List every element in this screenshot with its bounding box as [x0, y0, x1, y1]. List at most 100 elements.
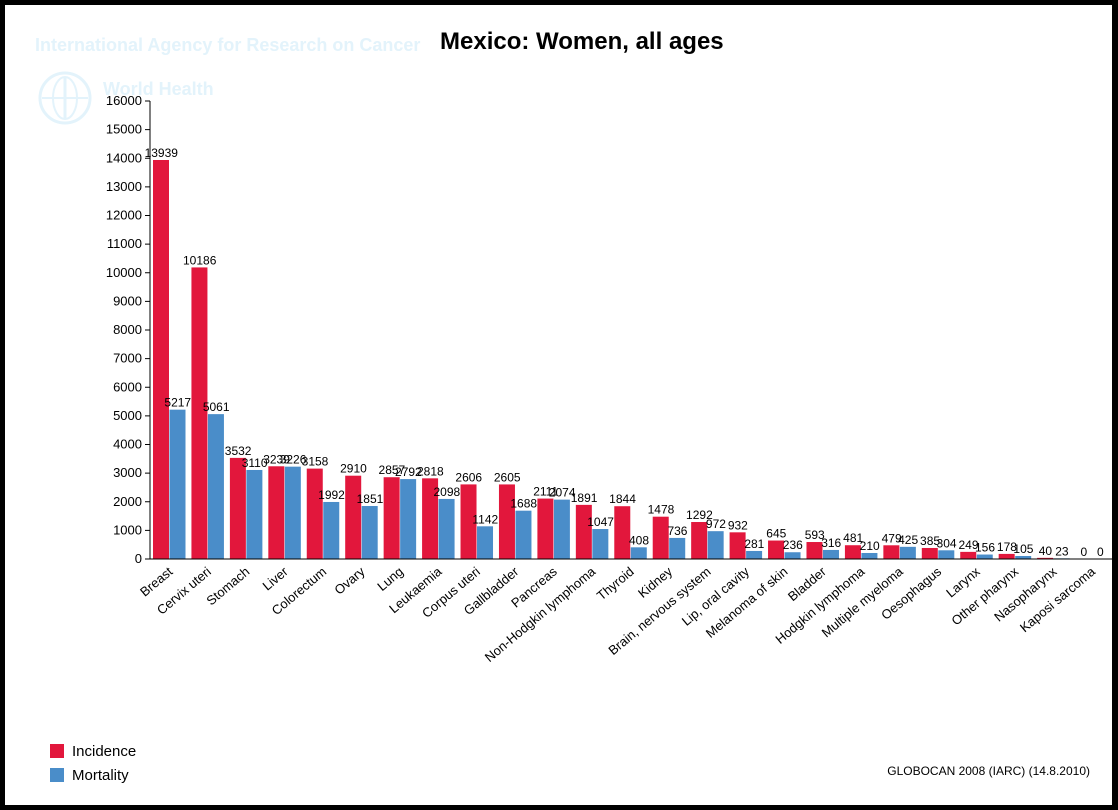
mortality-bar	[746, 550, 763, 559]
y-tick-label: 16000	[106, 93, 142, 108]
mortality-bar	[361, 506, 378, 559]
agency-watermark: International Agency for Research on Can…	[35, 35, 421, 55]
mortality-bar	[707, 531, 724, 559]
y-tick-label: 0	[135, 551, 142, 566]
incidence-bar	[191, 267, 208, 559]
incidence-bar	[345, 475, 362, 559]
mortality-value-label: 156	[975, 541, 995, 555]
y-tick-label: 7000	[113, 351, 142, 366]
mortality-value-label: 3110	[242, 456, 268, 470]
mortality-bar	[976, 554, 993, 559]
mortality-value-label: 2098	[433, 485, 460, 499]
mortality-bar	[861, 552, 878, 559]
mortality-value-label: 0	[1097, 545, 1104, 559]
mortality-bar	[477, 526, 494, 559]
incidence-bar	[960, 551, 977, 559]
incidence-bar	[153, 159, 169, 559]
chart-title: Mexico: Women, all ages	[438, 28, 728, 56]
mortality-value-label: 3226	[280, 453, 307, 467]
incidence-swatch	[50, 744, 64, 758]
incidence-value-label: 645	[766, 527, 786, 541]
incidence-bar	[422, 478, 439, 559]
incidence-value-label: 2910	[340, 462, 367, 476]
mortality-bar	[553, 499, 570, 559]
legend: Incidence Mortality	[50, 739, 136, 787]
incidence-value-label: 249	[958, 538, 978, 552]
mortality-value-label: 736	[667, 524, 687, 538]
incidence-value-label: 932	[728, 518, 748, 532]
y-tick-label: 14000	[106, 150, 142, 165]
mortality-value-label: 2792	[395, 465, 422, 479]
mortality-bar	[822, 549, 839, 559]
incidence-bar	[383, 477, 400, 559]
incidence-bar	[768, 540, 785, 559]
incidence-bar	[998, 553, 1015, 559]
incidence-bar	[691, 522, 708, 559]
incidence-bar	[844, 545, 861, 559]
mortality-bar	[284, 466, 301, 559]
legend-label-mortality: Mortality	[72, 766, 129, 784]
incidence-value-label: 3532	[225, 444, 252, 458]
incidence-value-label: 2605	[494, 470, 521, 484]
mortality-bar	[938, 550, 955, 559]
y-tick-label: 11000	[107, 236, 142, 251]
mortality-bar	[246, 469, 263, 559]
mortality-value-label: 1851	[357, 492, 384, 506]
y-tick-label: 5000	[113, 408, 142, 423]
incidence-bar	[806, 542, 823, 559]
incidence-bar	[268, 466, 285, 559]
incidence-value-label: 1292	[686, 508, 713, 522]
mortality-value-label: 316	[821, 536, 841, 550]
mortality-bar	[438, 498, 455, 559]
incidence-value-label: 481	[843, 531, 863, 545]
x-tick-label: Ovary	[331, 563, 368, 597]
mortality-value-label: 972	[706, 517, 726, 531]
source-note: GLOBOCAN 2008 (IARC) (14.8.2010)	[887, 764, 1090, 778]
y-tick-label: 1000	[113, 522, 142, 537]
mortality-value-label: 425	[898, 533, 918, 547]
incidence-value-label: 2857	[379, 463, 406, 477]
incidence-bar	[921, 547, 938, 559]
x-tick-label: Lung	[374, 564, 406, 594]
incidence-value-label: 3158	[302, 455, 329, 469]
legend-item-incidence: Incidence	[50, 739, 136, 763]
incidence-value-label: 13939	[145, 146, 179, 160]
mortality-value-label: 1992	[318, 488, 345, 502]
incidence-value-label: 2606	[455, 470, 482, 484]
mortality-bar	[207, 414, 224, 559]
incidence-value-label: 1891	[571, 491, 598, 505]
incidence-value-label: 3239	[263, 452, 290, 466]
mortality-value-label: 281	[744, 537, 764, 551]
mortality-bar	[323, 501, 340, 559]
mortality-value-label: 210	[860, 539, 880, 553]
mortality-value-label: 23	[1055, 544, 1069, 558]
mortality-bar	[592, 529, 609, 559]
mortality-bar	[400, 479, 417, 559]
bars	[153, 159, 1070, 559]
mortality-bar	[784, 552, 801, 559]
incidence-bar	[883, 545, 900, 559]
incidence-value-label: 385	[920, 534, 940, 548]
y-tick-label: 15000	[106, 122, 142, 137]
incidence-bar	[614, 506, 631, 559]
x-tick-label: Stomach	[203, 564, 252, 608]
y-axis-ticks: 0 1000 2000 3000 4000 5000 6000 7000 8000 9000 100…	[106, 93, 150, 566]
incidence-value-label: 40	[1039, 544, 1053, 558]
incidence-value-label: 1844	[609, 492, 636, 506]
incidence-value-label: 2111	[533, 485, 558, 499]
mortality-bar	[169, 409, 186, 559]
mortality-bar	[515, 510, 532, 559]
mortality-value-label: 1142	[472, 512, 498, 526]
y-tick-label: 6000	[113, 379, 142, 394]
mortality-value-label: 408	[629, 533, 649, 547]
y-tick-label: 2000	[113, 494, 142, 509]
incidence-bar	[729, 532, 746, 559]
mortality-bar	[1015, 555, 1032, 559]
incidence-bar	[498, 484, 515, 559]
mortality-value-label: 105	[1013, 542, 1033, 556]
incidence-bar	[1037, 557, 1054, 559]
x-tick-label: Thyroid	[594, 564, 637, 603]
